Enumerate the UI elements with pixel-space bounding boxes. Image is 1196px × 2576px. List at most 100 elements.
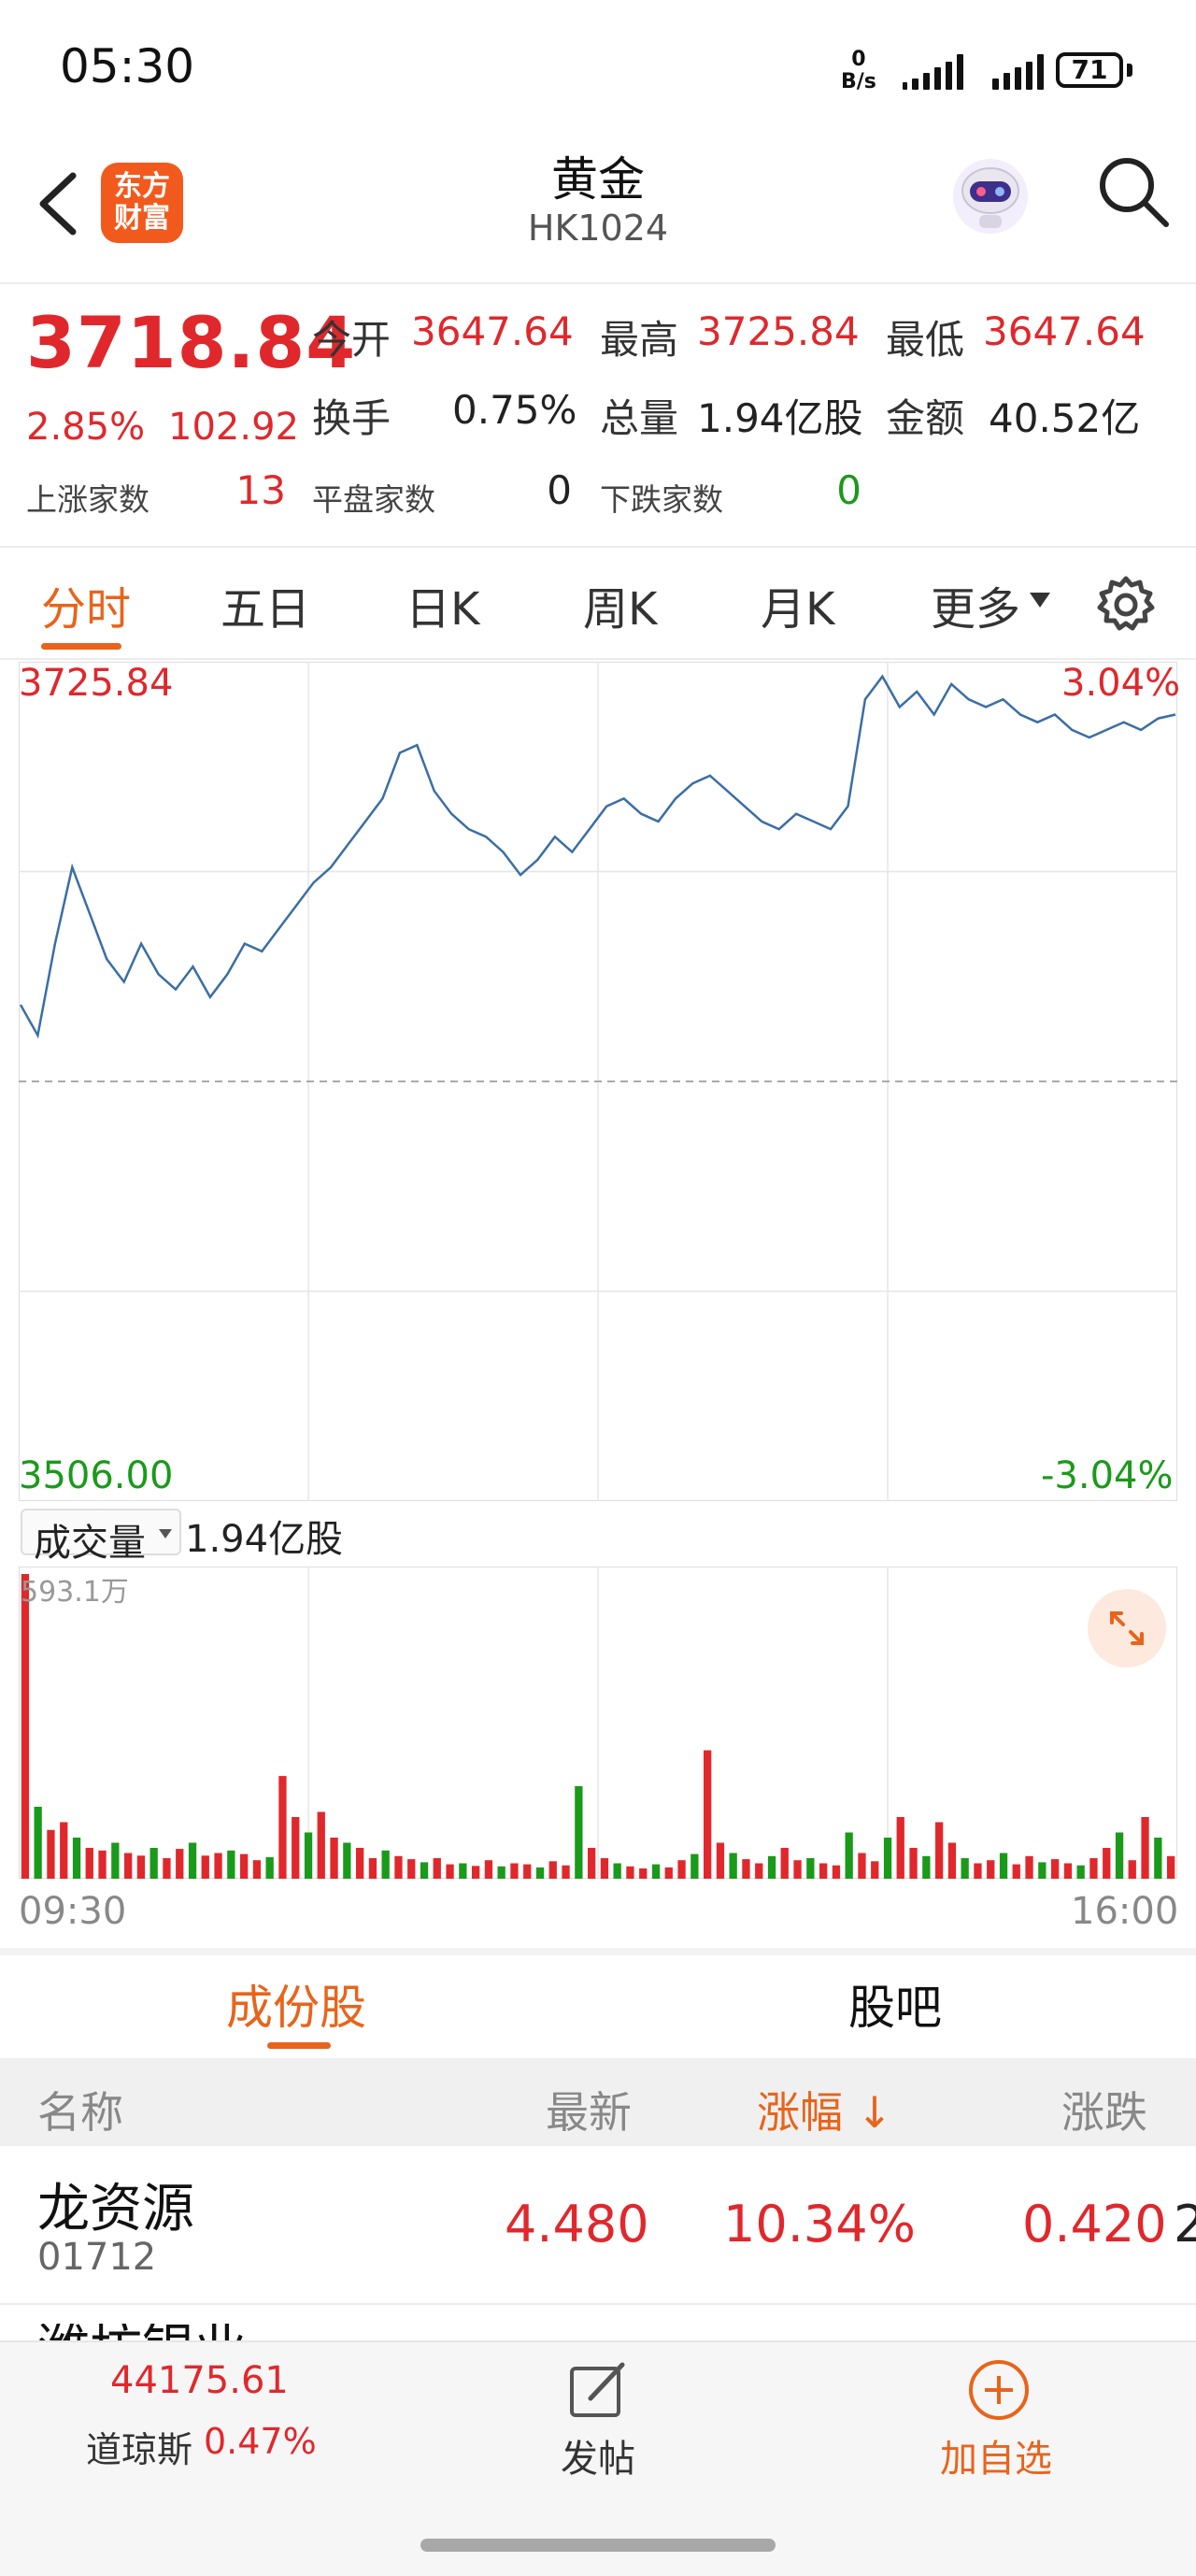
app-logo[interactable]: 东方 财富 <box>101 163 183 243</box>
home-indicator[interactable] <box>420 2539 776 2552</box>
divider <box>0 658 1196 660</box>
volume-bar <box>227 1850 235 1879</box>
volume-bar <box>947 1842 957 1879</box>
section-separator <box>0 1948 1196 1955</box>
status-bar: 05:30 0 B/s 71 <box>0 0 1196 140</box>
tab-more[interactable]: 更多 <box>931 583 1021 636</box>
volume-bar <box>922 1855 931 1879</box>
dow-index-change[interactable]: 0.47% <box>204 2421 317 2462</box>
volume-indicator-select[interactable]: 成交量 <box>21 1509 181 1565</box>
volume-bar <box>600 1858 609 1879</box>
volume-bar <box>47 1829 55 1879</box>
expand-icon <box>1110 1611 1144 1645</box>
dow-index-value[interactable]: 44175.61 <box>110 2359 289 2402</box>
pct-max-label: 3.04% <box>1061 662 1181 705</box>
page-title: 黄金 <box>551 152 645 207</box>
stock-change: 0.420 <box>1022 2195 1167 2254</box>
volume-bar <box>304 1832 313 1879</box>
volume-bar <box>755 1863 763 1879</box>
volume-bar <box>472 1866 480 1879</box>
volume-bar <box>806 1858 815 1879</box>
post-button-label[interactable]: 发帖 <box>561 2438 635 2481</box>
stock-code: 01712 <box>37 2236 157 2279</box>
volume-bar <box>1025 1855 1033 1879</box>
volume-value: 1.94亿股 <box>697 395 863 441</box>
volume-bar <box>278 1776 287 1879</box>
volume-bar <box>150 1848 158 1879</box>
volume-bar <box>124 1853 133 1879</box>
volume-bar <box>201 1855 209 1879</box>
volume-bar <box>330 1838 338 1879</box>
add-watchlist-label[interactable]: 加自选 <box>940 2438 1052 2481</box>
tab-forum[interactable]: 股吧 <box>848 1981 942 2035</box>
down-count: 0 <box>836 467 861 513</box>
tab-five-day[interactable]: 五日 <box>221 583 311 636</box>
table-row-partial[interactable]: 潍坊银业 <box>37 2324 247 2340</box>
tab-constituents[interactable]: 成份股 <box>226 1981 366 2035</box>
back-arrow-icon[interactable] <box>34 166 90 241</box>
volume-bar <box>343 1842 351 1879</box>
volume-bar <box>780 1848 789 1879</box>
volume-bar <box>1154 1838 1162 1879</box>
volume-chart[interactable] <box>19 1567 1177 1879</box>
dow-index-label[interactable]: 道琼斯 <box>86 2429 193 2470</box>
volume-bar <box>613 1863 621 1879</box>
amount-value: 40.52亿 <box>989 395 1141 441</box>
tab-intraday[interactable]: 分时 <box>41 583 132 636</box>
volume-bar <box>265 1856 274 1879</box>
volume-bar <box>98 1850 107 1879</box>
page-subtitle: HK1024 <box>527 208 669 249</box>
volume-bar <box>252 1860 262 1879</box>
volume-bar <box>1128 1860 1136 1879</box>
gear-icon[interactable] <box>1095 574 1157 636</box>
volume-bar <box>21 1574 30 1879</box>
volume-bar <box>60 1822 68 1879</box>
volume-bar <box>1012 1864 1020 1879</box>
volume-bar <box>523 1864 532 1879</box>
flat-count-label: 平盘家数 <box>312 481 435 518</box>
header-name[interactable]: 名称 <box>37 2087 123 2138</box>
stock-change-pct: 10.34% <box>723 2195 916 2254</box>
volume-bar <box>987 1860 995 1879</box>
caret-down-icon[interactable] <box>1030 593 1050 608</box>
volume-bar <box>446 1864 454 1879</box>
open-label: 今开 <box>312 317 392 363</box>
volume-bar <box>845 1832 853 1879</box>
volume-bar <box>691 1853 699 1879</box>
volume-indicator-label: 成交量 <box>34 1522 146 1565</box>
tab-monthly-k[interactable]: 月K <box>761 583 835 636</box>
low-value: 3647.64 <box>983 308 1146 354</box>
volume-bar <box>34 1807 42 1879</box>
volume-bar <box>368 1858 377 1879</box>
header-latest[interactable]: 最新 <box>546 2087 632 2138</box>
volume-bar <box>626 1866 634 1879</box>
tab-weekly-k[interactable]: 周K <box>583 583 658 636</box>
volume-bar <box>767 1855 776 1879</box>
volume-bar <box>575 1786 583 1879</box>
volume-bar <box>974 1863 982 1879</box>
volume-bar <box>188 1842 197 1879</box>
search-icon[interactable] <box>1091 150 1175 234</box>
divider <box>0 282 1196 284</box>
intraday-price-chart[interactable] <box>19 662 1177 1501</box>
high-value: 3725.84 <box>697 308 860 354</box>
volume-bar <box>819 1863 828 1879</box>
volume-bar <box>85 1848 93 1879</box>
volume-bar <box>214 1853 222 1879</box>
expand-chart-button[interactable] <box>1088 1589 1166 1667</box>
add-circle-icon[interactable] <box>966 2357 1032 2423</box>
tab-daily-k[interactable]: 日K <box>406 583 480 636</box>
divider <box>0 2303 1196 2305</box>
signal-icon <box>903 52 963 90</box>
header-change[interactable]: 涨跌 <box>1061 2087 1147 2138</box>
assistant-robot-icon[interactable] <box>944 148 1037 241</box>
change-amount: 102.92 <box>168 406 299 449</box>
compose-icon[interactable] <box>564 2357 632 2425</box>
header-change-pct[interactable]: 涨幅 ↓ <box>757 2087 893 2138</box>
volume-bar <box>136 1855 146 1879</box>
volume-bar <box>858 1853 866 1879</box>
volume-bar <box>588 1848 596 1879</box>
volume-bar <box>548 1861 557 1879</box>
stock-name: 龙资源 <box>37 2179 194 2240</box>
y-min-label: 3506.00 <box>19 1454 174 1497</box>
